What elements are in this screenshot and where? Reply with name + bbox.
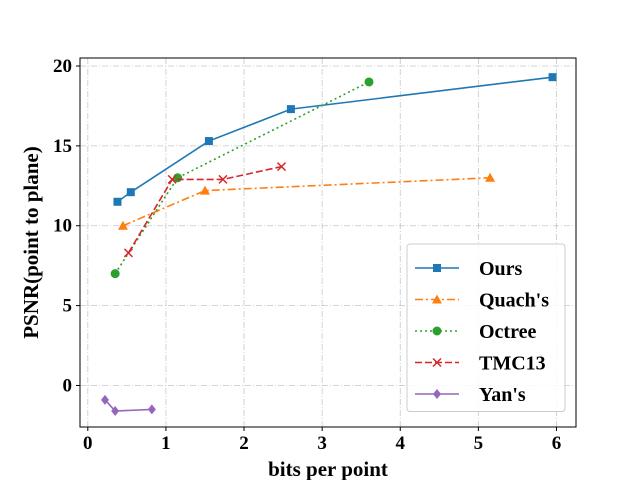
legend-entry-ours: Ours	[415, 258, 523, 280]
legend-marker	[432, 294, 442, 304]
legend-entry-quach-s: Quach's	[415, 290, 549, 312]
series-quach-s	[117, 172, 496, 230]
legend-marker	[432, 326, 442, 336]
legend-label: Ours	[479, 258, 523, 280]
legend-marker	[433, 264, 441, 272]
axis-ticks: 0 1 2 3 4 5 6 0 5 10 15 20	[53, 56, 561, 454]
x-tick-label: 4	[396, 433, 406, 454]
data-point-quach-s	[485, 172, 496, 182]
grid-lines	[80, 58, 576, 427]
plot-series	[100, 73, 557, 417]
y-tick-label: 10	[53, 216, 72, 237]
series-line-quach-s	[122, 177, 491, 227]
y-tick-label: 15	[53, 136, 72, 157]
data-point-ours	[286, 105, 295, 114]
y-tick-label: 5	[63, 296, 73, 317]
data-point-octree	[364, 77, 374, 87]
legend-marker	[433, 389, 441, 399]
data-point-ours	[204, 137, 213, 146]
marker-stroke	[123, 248, 133, 258]
data-point-ours	[113, 197, 122, 206]
data-point-tmc13	[123, 248, 133, 258]
data-point-quach-s	[199, 185, 210, 195]
legend-label: Yan's	[479, 384, 526, 406]
y-tick-label: 0	[63, 375, 73, 396]
legend-label: TMC13	[479, 353, 546, 375]
x-tick-label: 2	[239, 433, 249, 454]
data-point-tmc13	[276, 162, 287, 172]
series-line-ours	[117, 76, 553, 203]
data-point-yan-s	[111, 406, 120, 417]
x-tick-label: 0	[83, 433, 93, 454]
marker-stroke	[276, 162, 287, 172]
legend-entry-tmc13: TMC13	[415, 353, 546, 375]
data-point-tmc13	[167, 174, 177, 184]
data-point-ours	[548, 73, 557, 82]
plot-frame	[79, 57, 577, 428]
x-tick-label: 5	[474, 433, 484, 454]
data-point-tmc13	[218, 174, 228, 184]
series-line-yan-s	[104, 399, 152, 412]
marker-stroke	[432, 357, 442, 368]
data-point-octree	[110, 269, 120, 279]
legend-label: Octree	[479, 321, 536, 343]
x-tick-label: 3	[317, 433, 327, 454]
data-point-ours	[126, 188, 135, 197]
x-tick-label: 1	[161, 433, 171, 454]
marker-stroke	[218, 174, 228, 184]
legend-label: Quach's	[479, 290, 549, 312]
series-yan-s	[100, 394, 156, 417]
y-axis-title: PSNR(point to plane)	[19, 146, 43, 339]
x-axis-title: bits per point	[268, 457, 388, 480]
series-tmc13	[123, 162, 287, 258]
x-tick-label: 6	[552, 433, 562, 454]
marker-stroke	[167, 174, 177, 184]
legend-marker	[432, 357, 442, 368]
legend-entry-yan-s: Yan's	[415, 384, 526, 406]
series-octree	[110, 77, 374, 279]
legend-entry-octree: Octree	[415, 321, 536, 343]
legend: Ours Quach's Octree TMC13 Yan's	[406, 243, 566, 412]
data-point-yan-s	[100, 394, 109, 405]
series-ours	[113, 73, 557, 206]
series-line-tmc13	[127, 165, 282, 254]
data-point-yan-s	[147, 404, 156, 415]
y-tick-label: 20	[53, 56, 72, 77]
data-point-quach-s	[117, 220, 128, 230]
legend-box	[406, 243, 566, 412]
